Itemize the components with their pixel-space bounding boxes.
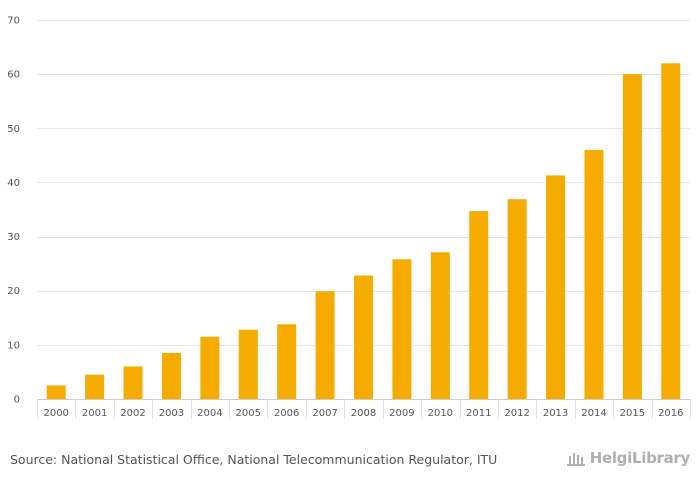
bar-2014[interactable] [584, 149, 604, 399]
bar-2001[interactable] [85, 374, 105, 399]
x-tick-label: 2010 [428, 408, 453, 419]
bars [46, 63, 681, 400]
bar-2010[interactable] [430, 252, 450, 399]
gridlines [37, 20, 690, 346]
bar-2005[interactable] [238, 329, 258, 399]
y-tick-label: 20 [7, 286, 20, 297]
bar-2002[interactable] [123, 366, 143, 399]
x-tick-label: 2002 [120, 408, 145, 419]
x-tick-label: 2012 [504, 408, 529, 419]
y-tick-label: 60 [7, 70, 20, 81]
helgi-library-logo: HelgiLibrary [566, 448, 690, 468]
bar-2006[interactable] [277, 324, 297, 399]
x-tick-label: 2000 [43, 408, 68, 419]
bar-2015[interactable] [622, 74, 642, 400]
x-tick-label: 2013 [543, 408, 568, 419]
x-tick-label: 2007 [312, 408, 337, 419]
y-tick-label: 30 [7, 232, 20, 243]
x-tick-label: 2008 [351, 408, 376, 419]
x-tick-label: 2009 [389, 408, 414, 419]
x-tick-label: 2004 [197, 408, 222, 419]
bar-2009[interactable] [392, 259, 412, 399]
bar-2016[interactable] [661, 63, 681, 400]
x-tick-label: 2001 [82, 408, 107, 419]
bar-2000[interactable] [46, 385, 66, 399]
x-tick-label: 2011 [466, 408, 491, 419]
y-axis: 0 10 20 30 40 50 60 70 [7, 16, 20, 406]
x-axis [37, 399, 691, 419]
x-tick-label: 2014 [581, 408, 606, 419]
library-building-icon [566, 453, 585, 466]
bar-2004[interactable] [200, 336, 220, 399]
source-note: Source: National Statistical Office, Nat… [10, 452, 498, 467]
x-tick-label: 2016 [658, 408, 683, 419]
y-tick-label: 50 [7, 124, 20, 135]
y-tick-label: 40 [7, 178, 20, 189]
x-tick-label: 2015 [620, 408, 645, 419]
y-tick-label: 0 [14, 395, 20, 406]
x-tick-label: 2003 [159, 408, 184, 419]
bar-2011[interactable] [469, 211, 489, 399]
bar-2008[interactable] [354, 275, 373, 399]
bar-2003[interactable] [161, 352, 181, 399]
bar-2007[interactable] [315, 291, 335, 399]
bar-2013[interactable] [546, 175, 566, 399]
y-tick-label: 10 [7, 340, 20, 351]
bar-2012[interactable] [507, 199, 527, 399]
x-axis-labels: 2000 2001 2002 2003 2004 2005 2006 2007 2008 2009… [43, 408, 683, 419]
y-tick-label: 70 [7, 16, 20, 27]
x-tick-label: 2006 [274, 408, 299, 419]
logo-text: HelgiLibrary [589, 449, 691, 467]
x-tick-label: 2005 [236, 408, 261, 419]
